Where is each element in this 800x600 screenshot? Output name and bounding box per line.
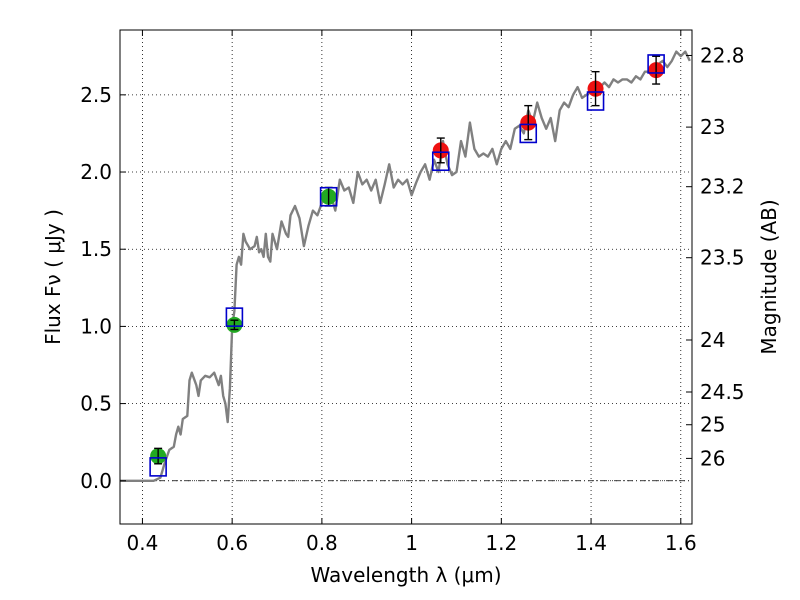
model-point [431,151,450,172]
x-tick-label: 1.2 [485,531,517,555]
magnitude-tick-label: 23.2 [700,175,745,199]
model-points-layer [149,54,665,477]
y-tick-label: 0.0 [80,469,112,493]
magnitude-tick-label: 24.5 [700,380,745,404]
model-point [149,457,167,477]
x-tick-label: 0.4 [127,531,159,555]
magnitude-tick-label: 22.8 [700,43,745,67]
magnitude-tick-label: 24 [700,328,725,352]
magnitude-tick-label: 26 [700,446,725,470]
magnitude-axis-ticks: 22.8 23 23.2 23.5 24 24.5 25 26 [686,43,745,470]
errorbar-layer [154,55,661,465]
x-tick-label: 1.6 [665,531,697,555]
magnitude-tick-label: 23 [700,115,725,139]
model-point [319,186,338,207]
x-axis-ticks: 0.4 0.6 0.8 1 1.2 1.4 1.6 [127,30,697,555]
model-point [225,307,244,327]
x-axis-label: Wavelength λ (μm) [310,563,501,587]
y-tick-label: 2.0 [80,160,112,184]
y-tick-label: 2.5 [80,83,112,107]
model-point [586,91,605,111]
magnitude-tick-label: 25 [700,413,725,437]
y-tick-label: 1.0 [80,314,112,338]
y-axis-label: Flux Fν ( μJy ) [41,209,65,345]
y-axis-ticks: 0.0 0.5 1.0 1.5 2.0 2.5 [80,83,126,493]
magnitude-axis-label: Magnitude (AB) [757,199,781,354]
model-point [647,54,665,74]
model-point [519,123,538,144]
x-tick-label: 1.4 [575,531,607,555]
plot-frame [119,29,693,525]
x-tick-label: 0.8 [306,531,338,555]
y-tick-label: 1.5 [80,237,112,261]
x-tick-label: 0.6 [216,531,248,555]
magnitude-tick-label: 23.5 [700,246,745,270]
y-tick-label: 0.5 [80,392,112,416]
x-tick-label: 1 [405,531,418,555]
